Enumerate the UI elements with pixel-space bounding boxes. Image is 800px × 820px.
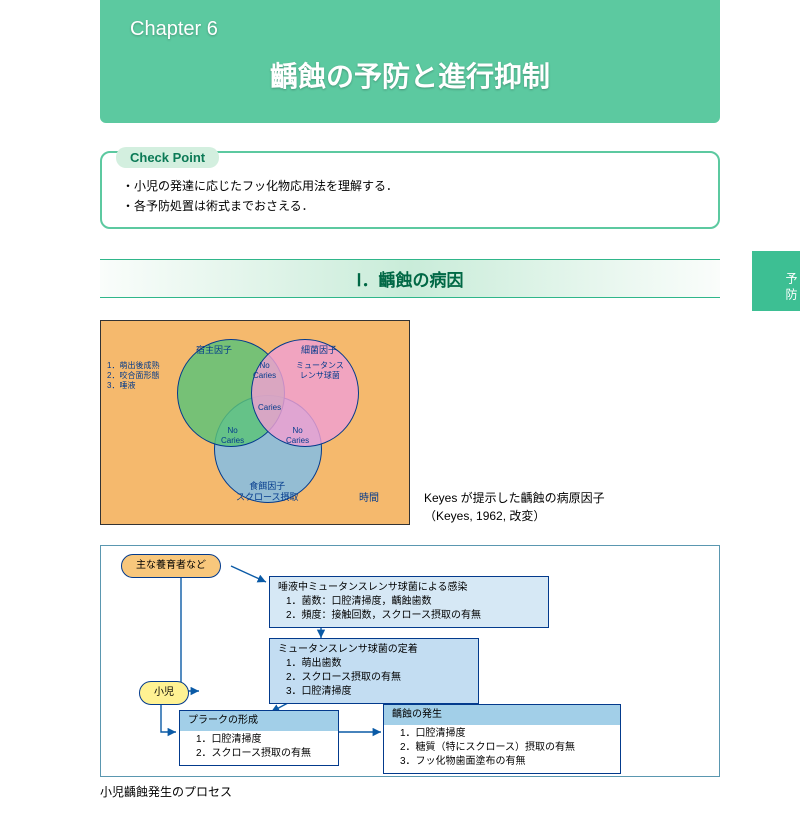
flow-box3: プラークの形成 1．口腔清掃度 2．スクロース摂取の有無	[179, 710, 339, 766]
venn-center-label: Caries	[258, 403, 281, 413]
venn-figure-row: 宿主因子 1．萌出後成熟 2．咬合面形態 3．唾液 細菌因子 ミュータンス レン…	[100, 320, 720, 525]
flowchart: 主な養育者など 小児 唾液中ミュータンスレンサ球菌による感染 1．菌数：口腔清掃…	[100, 545, 720, 777]
checkpoint-tab: Check Point	[116, 147, 219, 168]
checkpoint-box: Check Point ・小児の発達に応じたフッ化物応用法を理解する． ・各予防…	[100, 151, 720, 229]
flow-box2-l1: 1．萌出歯数	[278, 657, 470, 671]
venn-host-items: 1．萌出後成熟 2．咬合面形態 3．唾液	[107, 361, 159, 391]
checkpoint-list: ・小児の発達に応じたフッ化物応用法を理解する． ・各予防処置は術式までおさえる．	[116, 172, 704, 217]
flow-box4-l1: 1．口腔清掃度	[400, 727, 612, 741]
section-title: Ⅰ．齲蝕の病因	[100, 259, 720, 298]
flow-box4: 齲蝕の発生 1．口腔清掃度 2．糖質（特にスクロース）摂取の有無 3．フッ化物歯…	[383, 704, 621, 774]
flow-box1-l2: 2．頻度：接触回数，スクロース摂取の有無	[278, 609, 540, 623]
venn-time-label: 時間	[359, 493, 379, 506]
side-tab: 予防	[752, 251, 800, 311]
flow-caregiver-node: 主な養育者など	[121, 554, 221, 578]
flow-box2-head: ミュータンスレンサ球菌の定着	[278, 643, 470, 657]
flow-box3-l2: 2．スクロース摂取の有無	[196, 747, 330, 761]
chapter-number: Chapter 6	[130, 18, 690, 41]
flow-box4-l3: 3．フッ化物歯面塗布の有無	[400, 755, 612, 769]
flow-child-node: 小児	[139, 681, 189, 705]
venn-diagram: 宿主因子 1．萌出後成熟 2．咬合面形態 3．唾液 細菌因子 ミュータンス レン…	[100, 320, 410, 525]
flow-box4-head: 齲蝕の発生	[384, 705, 620, 725]
checkpoint-item: ・各予防処置は術式までおさえる．	[122, 196, 698, 216]
venn-host-label: 宿主因子	[196, 345, 232, 356]
flow-box4-l2: 2．糖質（特にスクロース）摂取の有無	[400, 741, 612, 755]
flow-caption: 小児齲蝕発生のプロセス	[100, 783, 720, 800]
flow-box1: 唾液中ミュータンスレンサ球菌による感染 1．菌数：口腔清掃度，齲蝕歯数 2．頻度…	[269, 576, 549, 628]
venn-bact-label: 細菌因子	[301, 345, 337, 356]
flow-box2-l2: 2．スクロース摂取の有無	[278, 671, 470, 685]
flow-box3-head: プラークの形成	[180, 711, 338, 731]
checkpoint-item: ・小児の発達に応じたフッ化物応用法を理解する．	[122, 176, 698, 196]
venn-nc-top: No Caries	[253, 361, 276, 381]
flow-box2: ミュータンスレンサ球菌の定着 1．萌出歯数 2．スクロース摂取の有無 3．口腔清…	[269, 638, 479, 704]
venn-bact-items: ミュータンス レンサ球菌	[296, 361, 344, 381]
venn-caption-l2: （Keyes, 1962, 改変）	[424, 507, 605, 525]
venn-nc-right: No Caries	[286, 426, 309, 446]
chapter-header: Chapter 6 齲蝕の予防と進行抑制	[100, 0, 720, 123]
venn-diet-label: 食餌因子 スクロース摂取	[236, 481, 299, 504]
chapter-title: 齲蝕の予防と進行抑制	[130, 55, 690, 95]
flow-box1-l1: 1．菌数：口腔清掃度，齲蝕歯数	[278, 595, 540, 609]
venn-nc-left: No Caries	[221, 426, 244, 446]
venn-caption: Keyes が提示した齲蝕の病原因子 （Keyes, 1962, 改変）	[424, 489, 605, 525]
venn-caption-l1: Keyes が提示した齲蝕の病原因子	[424, 489, 605, 507]
section-header-wrap: Ⅰ．齲蝕の病因 予防	[100, 259, 720, 298]
flow-box3-l1: 1．口腔清掃度	[196, 733, 330, 747]
flow-box1-head: 唾液中ミュータンスレンサ球菌による感染	[278, 581, 540, 595]
flow-box2-l3: 3．口腔清掃度	[278, 685, 470, 699]
